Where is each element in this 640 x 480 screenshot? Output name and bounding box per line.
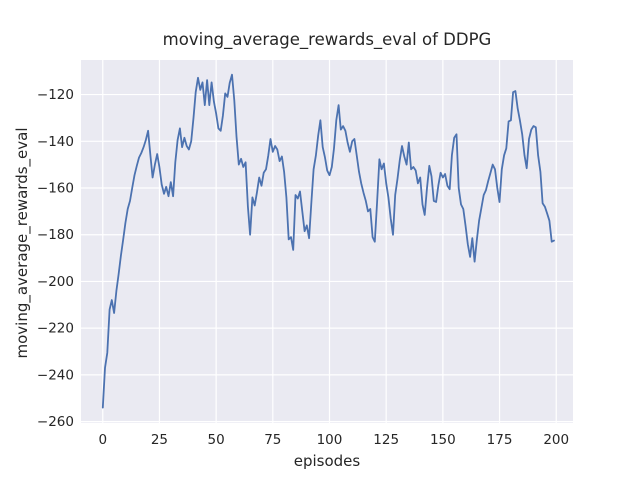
x-tick-label: 150 [430, 432, 456, 448]
y-tick-label: −160 [37, 181, 74, 197]
y-tick-label: −180 [37, 227, 74, 243]
y-tick-label: −240 [37, 367, 74, 383]
x-tick-label: 25 [151, 432, 168, 448]
x-tick-label: 200 [543, 432, 569, 448]
x-tick-label: 50 [208, 432, 225, 448]
x-tick-label: 100 [317, 432, 343, 448]
x-tick-label: 0 [98, 432, 107, 448]
y-tick-label: −200 [37, 274, 74, 290]
y-tick-label: −260 [37, 414, 74, 430]
x-tick-label: 125 [373, 432, 399, 448]
y-tick-label: −220 [37, 321, 74, 337]
x-axis-label: episodes [293, 452, 361, 470]
chart-title: moving_average_rewards_eval of DDPG [162, 30, 492, 49]
plot-area [81, 60, 573, 423]
x-tick-label: 175 [487, 432, 513, 448]
series-line [101, 73, 555, 409]
y-tick-label: −120 [37, 87, 74, 103]
y-tick-label: −140 [37, 134, 74, 150]
x-tick-label: 75 [264, 432, 281, 448]
y-axis-label: moving_average_rewards_eval [13, 127, 31, 359]
